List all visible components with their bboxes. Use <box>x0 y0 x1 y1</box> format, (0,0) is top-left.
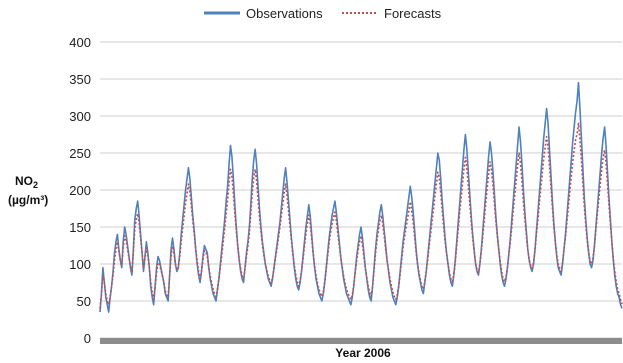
legend-observations-label: Observations <box>246 6 323 21</box>
y-axis-label-main: NO <box>15 174 33 188</box>
x-axis-label: Year 2006 <box>335 346 391 360</box>
y-tick-label-400: 400 <box>69 35 91 50</box>
gridlines <box>100 41 622 339</box>
y-tick-label-100: 100 <box>69 257 91 272</box>
y-tick-label-200: 200 <box>69 183 91 198</box>
y-axis-label: NO2 (µg/m³) <box>8 174 48 207</box>
series-group <box>99 81 623 313</box>
y-tick-label-0: 0 <box>84 331 91 346</box>
legend: Observations Forecasts <box>204 6 442 21</box>
y-axis-label-unit: (µg/m³) <box>8 193 48 207</box>
x-axis-bar <box>100 338 622 344</box>
y-tick-label-250: 250 <box>69 146 91 161</box>
y-axis-label-subscript: 2 <box>33 180 38 190</box>
legend-forecasts-label: Forecasts <box>384 6 442 21</box>
series-line-forecasts <box>99 122 623 309</box>
y-tick-label-300: 300 <box>69 109 91 124</box>
y-tick-label-150: 150 <box>69 220 91 235</box>
y-tick-label-50: 50 <box>77 294 91 309</box>
svg-text:NO2: NO2 <box>15 174 38 190</box>
y-tick-label-350: 350 <box>69 72 91 87</box>
series-line-observations <box>99 81 623 313</box>
y-axis-ticks: 0 50 100 150 200 250 300 350 400 <box>69 35 91 346</box>
